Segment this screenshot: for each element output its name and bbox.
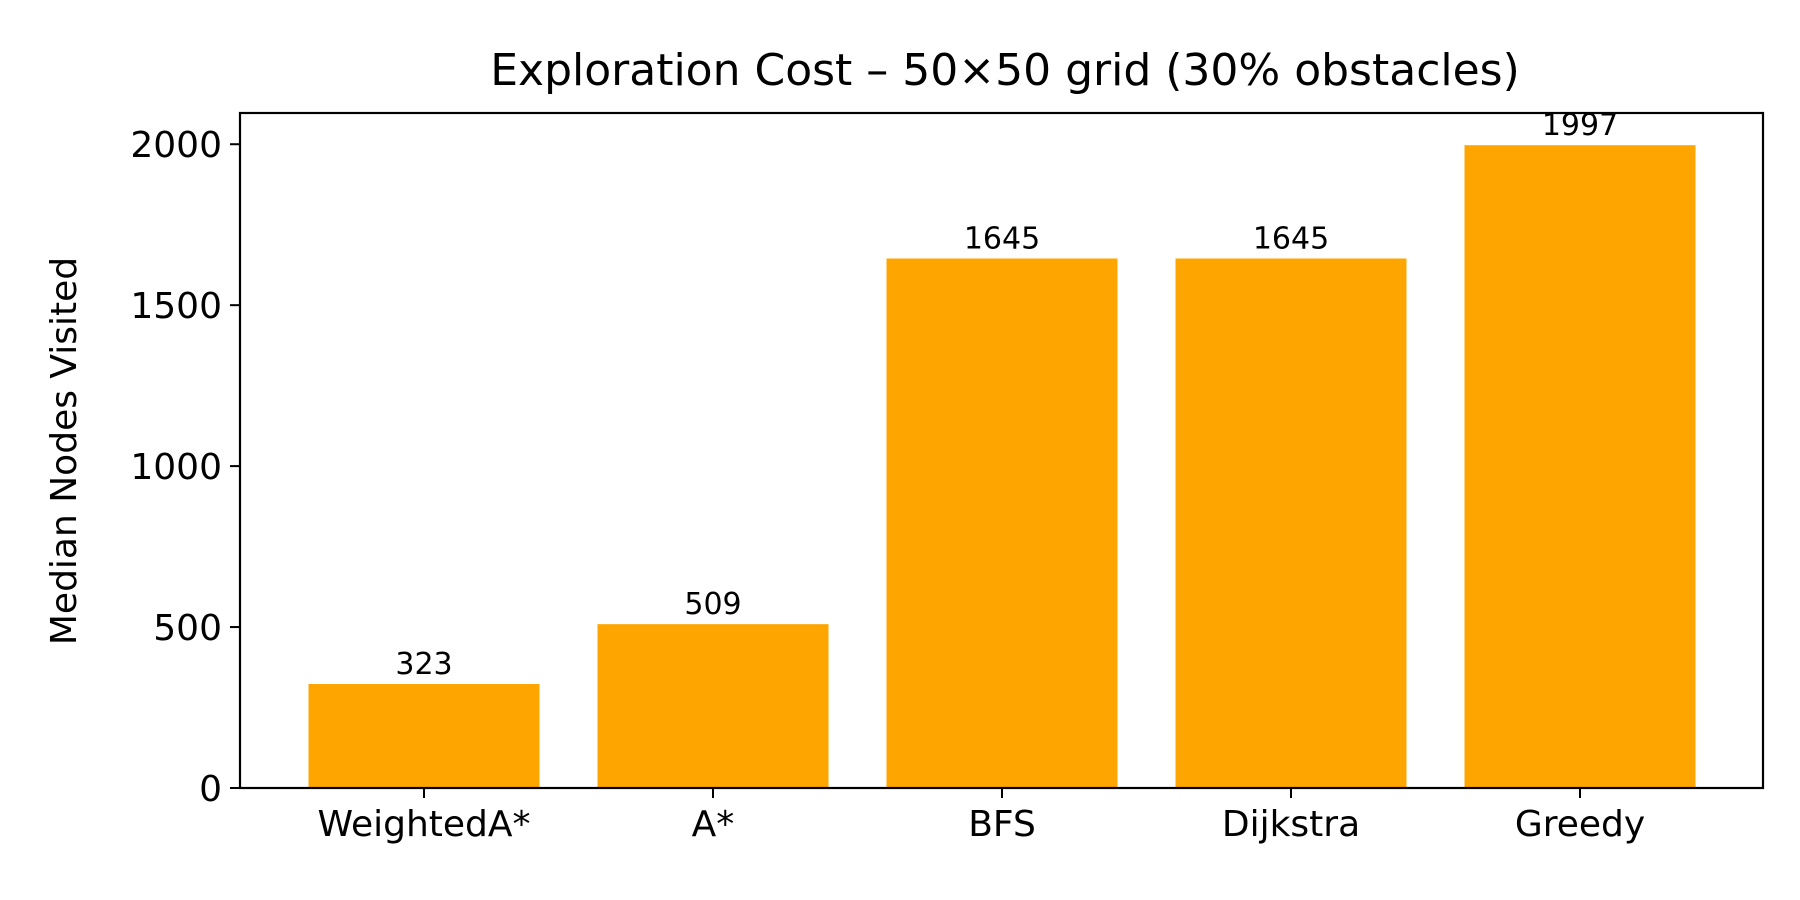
chart-title: Exploration Cost – 50×50 grid (30% obsta… [490, 45, 1520, 96]
bar [1175, 258, 1407, 789]
data-label: 1997 [1542, 108, 1618, 143]
x-tick-label: BFS [968, 804, 1036, 845]
bar [886, 258, 1118, 789]
plot-area: 0 500 1000 1500 2000 WeightedA* A* BFS Dijkstra G… [130, 108, 1765, 845]
bar [1464, 145, 1696, 788]
bar [597, 624, 829, 788]
y-axis-label: Median Nodes Visited [44, 257, 85, 645]
data-label: 323 [395, 647, 452, 682]
data-label: 509 [684, 587, 741, 622]
y-tick-label: 0 [199, 769, 222, 810]
y-tick-label: 1500 [130, 286, 222, 327]
x-tick-label: Greedy [1515, 804, 1645, 845]
x-tick-label: Dijkstra [1222, 804, 1360, 845]
data-label: 1645 [964, 221, 1040, 256]
data-label: 1645 [1253, 221, 1329, 256]
bar [308, 684, 540, 788]
y-tick-label: 500 [153, 608, 222, 649]
x-tick-label: A* [692, 804, 735, 845]
y-tick-label: 1000 [130, 447, 222, 488]
x-tick-label: WeightedA* [317, 804, 530, 845]
y-tick-label: 2000 [130, 125, 222, 166]
